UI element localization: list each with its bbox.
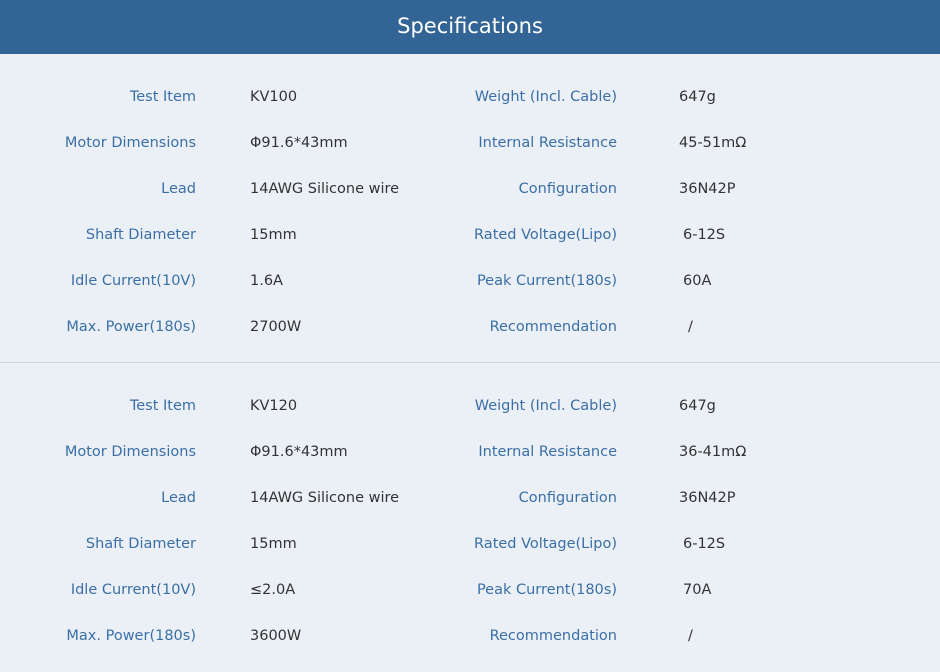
spec-label: Rated Voltage(Lipo): [474, 536, 617, 552]
spec-value: Φ91.6*43mm: [250, 444, 348, 460]
spec-value: 2700W: [250, 319, 302, 335]
spec-row: Lead 14AWG Silicone wire Configuration 36N4…: [0, 488, 940, 534]
spec-value: 36-41mΩ: [679, 444, 747, 460]
spec-row: Max. Power(180s) 3600W Recommendation /: [0, 626, 940, 672]
spec-label: Lead: [161, 490, 196, 506]
spec-label: Idle Current(10V): [70, 582, 196, 598]
spec-value: 6-12S: [683, 536, 726, 552]
spec-row: Idle Current(10V) 1.6A Peak Current(180s) 6…: [0, 271, 940, 317]
spec-value: 70A: [683, 582, 712, 598]
spec-value: 1.6A: [250, 273, 283, 289]
spec-value: KV100: [250, 89, 298, 105]
spec-label: Max. Power(180s): [66, 319, 196, 335]
spec-value: 36N42P: [679, 490, 736, 506]
spec-value: 14AWG Silicone wire: [250, 181, 400, 197]
spec-label: Weight (Incl. Cable): [474, 398, 617, 414]
spec-label: Shaft Diameter: [85, 536, 196, 552]
spec-value: 45-51mΩ: [679, 135, 747, 151]
spec-value: 36N42P: [679, 181, 736, 197]
spec-label: Rated Voltage(Lipo): [474, 227, 617, 243]
spec-row: Shaft Diameter 15mm Rated Voltage(Lipo) 6-1…: [0, 534, 940, 580]
spec-value: 14AWG Silicone wire: [250, 490, 400, 506]
spec-table-kv100: Test Item KV100 Weight (Incl. Cable) 647g Mo…: [0, 87, 940, 363]
spec-label: Peak Current(180s): [476, 273, 617, 289]
spec-value: 60A: [683, 273, 712, 289]
spec-row: Motor Dimensions Φ91.6*43mm Internal Resis…: [0, 133, 940, 179]
spec-label: Motor Dimensions: [64, 444, 196, 460]
spec-row: Idle Current(10V) ≤2.0A Peak Current(180s)…: [0, 580, 940, 626]
section-divider: [0, 362, 940, 363]
spec-label: Test Item: [129, 89, 196, 105]
spec-value: 647g: [679, 89, 716, 105]
spec-label: Internal Resistance: [478, 135, 617, 151]
spec-label: Max. Power(180s): [66, 628, 196, 644]
spec-label: Idle Current(10V): [70, 273, 196, 289]
spec-value: 3600W: [250, 628, 302, 644]
spec-value: Φ91.6*43mm: [250, 135, 348, 151]
spec-label: Peak Current(180s): [476, 582, 617, 598]
spec-label: Configuration: [518, 181, 617, 197]
spec-row: Max. Power(180s) 2700W Recommendation /: [0, 317, 940, 363]
spec-row: Test Item KV100 Weight (Incl. Cable) 647g: [0, 87, 940, 133]
spec-label: Internal Resistance: [478, 444, 617, 460]
spec-label: Weight (Incl. Cable): [474, 89, 617, 105]
spec-row: Lead 14AWG Silicone wire Configuration 36N4…: [0, 179, 940, 225]
spec-table-kv120: Test Item KV120 Weight (Incl. Cable) 647g Mo…: [0, 396, 940, 672]
spec-label: Recommendation: [489, 628, 617, 644]
spec-value: /: [688, 319, 693, 335]
spec-value: 15mm: [250, 227, 297, 243]
spec-value: /: [688, 628, 693, 644]
spec-value: 6-12S: [683, 227, 726, 243]
spec-value: ≤2.0A: [250, 582, 296, 598]
specifications-header: Specifications: [0, 0, 940, 54]
spec-label: Recommendation: [489, 319, 617, 335]
spec-row: Motor Dimensions Φ91.6*43mm Internal Resis…: [0, 442, 940, 488]
spec-label: Shaft Diameter: [85, 227, 196, 243]
spec-row: Shaft Diameter 15mm Rated Voltage(Lipo) 6-1…: [0, 225, 940, 271]
spec-value: KV120: [250, 398, 298, 414]
spec-label: Lead: [161, 181, 196, 197]
spec-label: Motor Dimensions: [64, 135, 196, 151]
spec-label: Test Item: [129, 398, 196, 414]
spec-label: Configuration: [518, 490, 617, 506]
spec-value: 15mm: [250, 536, 297, 552]
spec-row: Test Item KV120 Weight (Incl. Cable) 647g: [0, 396, 940, 442]
spec-value: 647g: [679, 398, 716, 414]
